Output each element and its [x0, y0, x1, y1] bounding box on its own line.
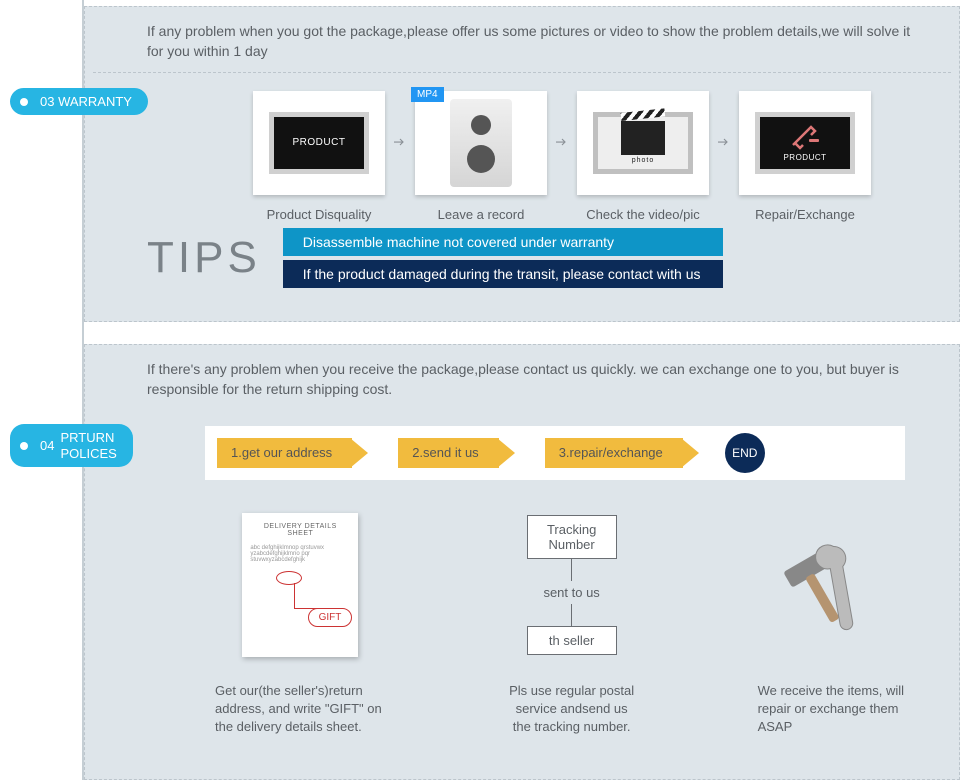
return-intro: If there's any problem when you receive …	[85, 345, 959, 410]
detail-col: Tracking Number sent to us th seller Pls…	[506, 510, 638, 737]
tools-icon	[787, 123, 823, 151]
warranty-section: If any problem when you got the package,…	[84, 6, 960, 322]
step-label: Leave a record	[438, 207, 525, 222]
step-label: Product Disquality	[267, 207, 372, 222]
warranty-intro: If any problem when you got the package,…	[85, 7, 959, 72]
tracking-box: Tracking Number	[527, 515, 617, 559]
tracking-diagram: Tracking Number sent to us th seller	[527, 515, 617, 655]
step-label: Repair/Exchange	[755, 207, 855, 222]
detail-desc: Pls use regular postal service andsend u…	[506, 682, 638, 737]
flow-step: MP4 Leave a record	[415, 91, 547, 222]
tag-label: PRTURN POLICES	[60, 430, 116, 461]
step-text: 1.get our address	[217, 438, 352, 468]
return-steps: 1.get our address 2.send it us 3.repair/…	[205, 426, 905, 480]
hammer-wrench-icon	[766, 530, 896, 640]
detail-desc: Get our(the seller's)return address, and…	[215, 682, 386, 737]
gift-badge: GIFT	[308, 608, 353, 627]
clapper-icon	[621, 121, 665, 155]
step-text: 3.repair/exchange	[545, 438, 683, 468]
step-chip: 2.send it us	[398, 438, 515, 468]
arrow-icon	[391, 133, 409, 154]
sheet-title: DELIVERY DETAILS SHEET	[250, 523, 350, 537]
arrow-icon	[553, 133, 571, 154]
step-label: Check the video/pic	[586, 207, 699, 222]
return-detail-row: DELIVERY DETAILS SHEET abc defghijklmnop…	[85, 480, 959, 737]
tag-num: 04	[40, 438, 54, 454]
detail-col: DELIVERY DETAILS SHEET abc defghijklmnop…	[215, 510, 386, 737]
tips-title: TIPS	[147, 233, 261, 283]
product-screen-icon: PRODUCT	[269, 112, 369, 174]
step-chip: 3.repair/exchange	[545, 438, 699, 468]
repair-screen-icon: PRODUCT	[755, 112, 855, 174]
flow-step: PRODUCT Repair/Exchange	[739, 91, 871, 222]
tracking-box: th seller	[527, 626, 617, 655]
tip-bar: If the product damaged during the transi…	[283, 260, 723, 288]
warranty-flow: PRODUCT Product Disquality MP4 Leave a r…	[85, 73, 959, 222]
step-text: 2.send it us	[398, 438, 499, 468]
step-chip: 1.get our address	[217, 438, 368, 468]
end-badge: END	[725, 433, 765, 473]
speaker-icon	[450, 99, 512, 187]
delivery-sheet-icon: DELIVERY DETAILS SHEET abc defghijklmnop…	[242, 513, 358, 657]
tip-bar: Disassemble machine not covered under wa…	[283, 228, 723, 256]
arrow-icon	[715, 133, 733, 154]
video-screen-icon: photo	[593, 112, 693, 174]
tag-label: 03 WARRANTY	[40, 94, 132, 109]
warranty-tag: 03 WARRANTY	[10, 88, 148, 115]
flow-step: photo Check the video/pic	[577, 91, 709, 222]
return-tag: 04 PRTURN POLICES	[10, 424, 133, 467]
tips-row: TIPS Disassemble machine not covered und…	[85, 222, 959, 288]
tracking-mid: sent to us	[543, 585, 599, 600]
detail-desc: We receive the items, will repair or exc…	[758, 682, 905, 737]
return-section: If there's any problem when you receive …	[84, 344, 960, 780]
flow-step: PRODUCT Product Disquality	[253, 91, 385, 222]
mp4-badge: MP4	[411, 87, 444, 102]
detail-col: We receive the items, will repair or exc…	[758, 510, 905, 737]
